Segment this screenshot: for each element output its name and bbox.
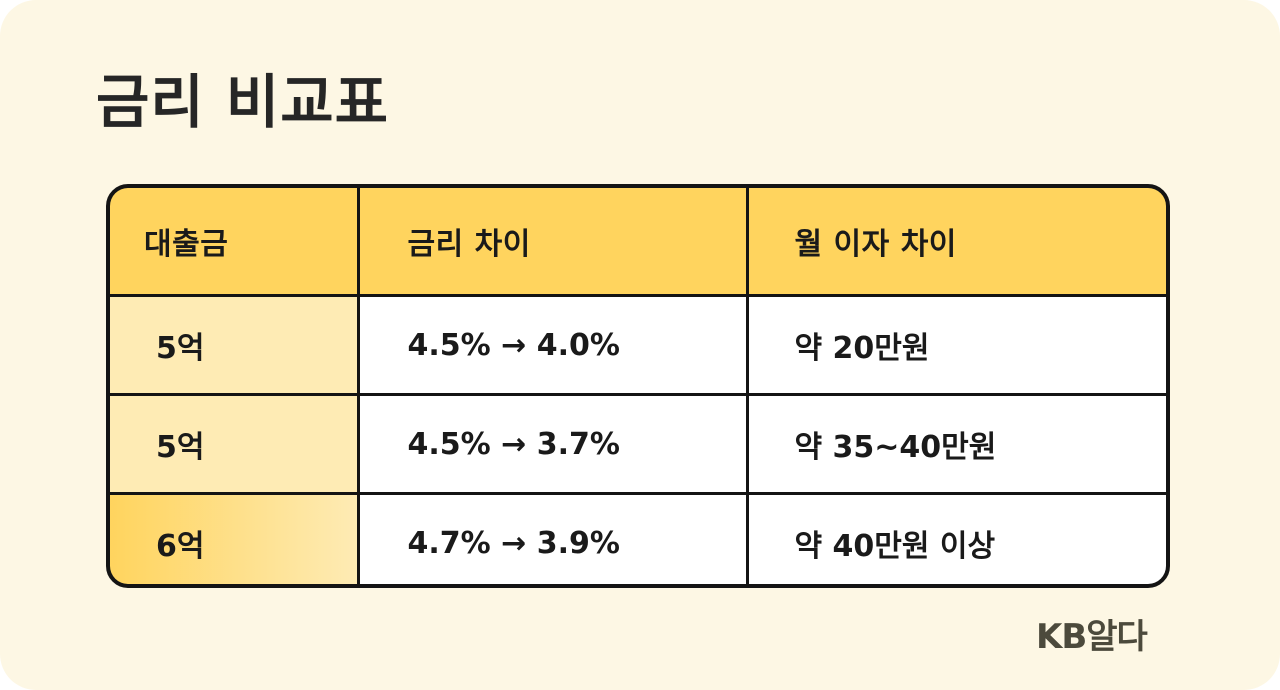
brand-logo: KB알다 xyxy=(1036,617,1148,657)
table-row: 6억 4.7% → 3.9% 약 40만원 이상 xyxy=(110,492,1166,584)
cell-rate-difference: 4.7% → 3.9% xyxy=(356,492,749,584)
table-header-row: 대출금 금리 차이 월 이자 차이 xyxy=(110,188,1166,297)
cell-monthly-interest-difference: 약 20만원 xyxy=(745,294,1166,396)
header-loan-amount: 대출금 xyxy=(110,188,360,297)
page-title: 금리 비교표 xyxy=(96,68,389,136)
table-row: 5억 4.5% → 3.7% 약 35~40만원 xyxy=(110,393,1166,495)
cell-loan-amount: 5억 xyxy=(110,393,360,495)
cell-monthly-interest-difference: 약 35~40만원 xyxy=(745,393,1166,495)
cell-loan-amount: 6억 xyxy=(110,492,360,584)
header-monthly-interest-difference: 월 이자 차이 xyxy=(745,188,1166,297)
header-rate-difference: 금리 차이 xyxy=(356,188,749,297)
cell-monthly-interest-difference: 약 40만원 이상 xyxy=(745,492,1166,584)
cell-loan-amount: 5억 xyxy=(110,294,360,396)
table-row: 5억 4.5% → 4.0% 약 20만원 xyxy=(110,294,1166,396)
rate-comparison-table: 대출금 금리 차이 월 이자 차이 5억 4.5% → 4.0% 약 20만원 … xyxy=(106,184,1170,588)
cell-rate-difference: 4.5% → 4.0% xyxy=(356,294,749,396)
cell-rate-difference: 4.5% → 3.7% xyxy=(356,393,749,495)
comparison-table-grid: 대출금 금리 차이 월 이자 차이 5억 4.5% → 4.0% 약 20만원 … xyxy=(110,188,1166,584)
